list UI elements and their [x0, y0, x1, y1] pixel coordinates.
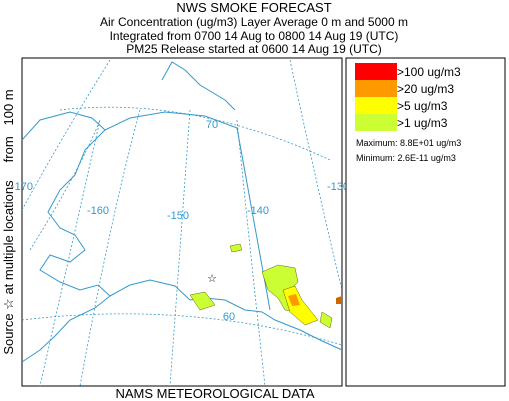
- subtitle: PM25 Release started at 0600 14 Aug 19 (…: [126, 42, 381, 56]
- smoke-area: [336, 296, 342, 304]
- map-label: -170: [11, 181, 33, 193]
- source-label: Source ☆ at multiple locations from 100 …: [1, 89, 16, 354]
- smoke-area: [229, 243, 243, 253]
- legend-label: >100 ug/m3: [397, 65, 461, 79]
- latitude-line: [21, 313, 343, 346]
- map-label: 60: [223, 311, 235, 323]
- legend-minimum: Minimum: 2.6E-11 ug/m3: [356, 153, 456, 163]
- longitude-line: [236, 119, 266, 387]
- map-label: 70: [206, 119, 218, 131]
- map-frame: ☆ 70 -170 -160 -150 -140 -130 60: [11, 57, 349, 387]
- source-marker: ☆: [207, 273, 217, 285]
- legend-swatch: [355, 114, 397, 131]
- legend-swatch: [355, 80, 397, 97]
- legend-maximum: Maximum: 8.8E+01 ug/m3: [356, 138, 461, 148]
- smoke-area: [319, 311, 333, 329]
- longitude-line: [29, 119, 101, 387]
- footer: NAMS METEOROLOGICAL DATA: [115, 386, 314, 401]
- subtitle: Air Concentration (ug/m3) Layer Average …: [100, 15, 408, 29]
- smoke-area: [189, 291, 216, 311]
- map-label: -160: [87, 205, 109, 217]
- smoke-area: [288, 294, 300, 306]
- legend-label: >1 ug/m3: [397, 116, 448, 130]
- legend-swatch: [355, 63, 397, 80]
- subtitle: Integrated from 0700 14 Aug to 0800 14 A…: [110, 29, 399, 43]
- legend-swatch: [355, 97, 397, 114]
- coastline: [21, 61, 343, 363]
- longitude-line: [79, 109, 141, 387]
- map-label: -140: [247, 205, 269, 217]
- title: NWS SMOKE FORECAST: [176, 0, 331, 15]
- map-label: -150: [167, 210, 189, 222]
- map-label: -130: [327, 181, 349, 193]
- legend-label: >5 ug/m3: [397, 99, 448, 113]
- longitude-line: [169, 109, 191, 387]
- legend: >100 ug/m3 >20 ug/m3 >5 ug/m3 >1 ug/m3: [355, 63, 461, 131]
- map-labels: 70 -170 -160 -150 -140 -130 60: [11, 119, 349, 323]
- legend-label: >20 ug/m3: [397, 82, 454, 96]
